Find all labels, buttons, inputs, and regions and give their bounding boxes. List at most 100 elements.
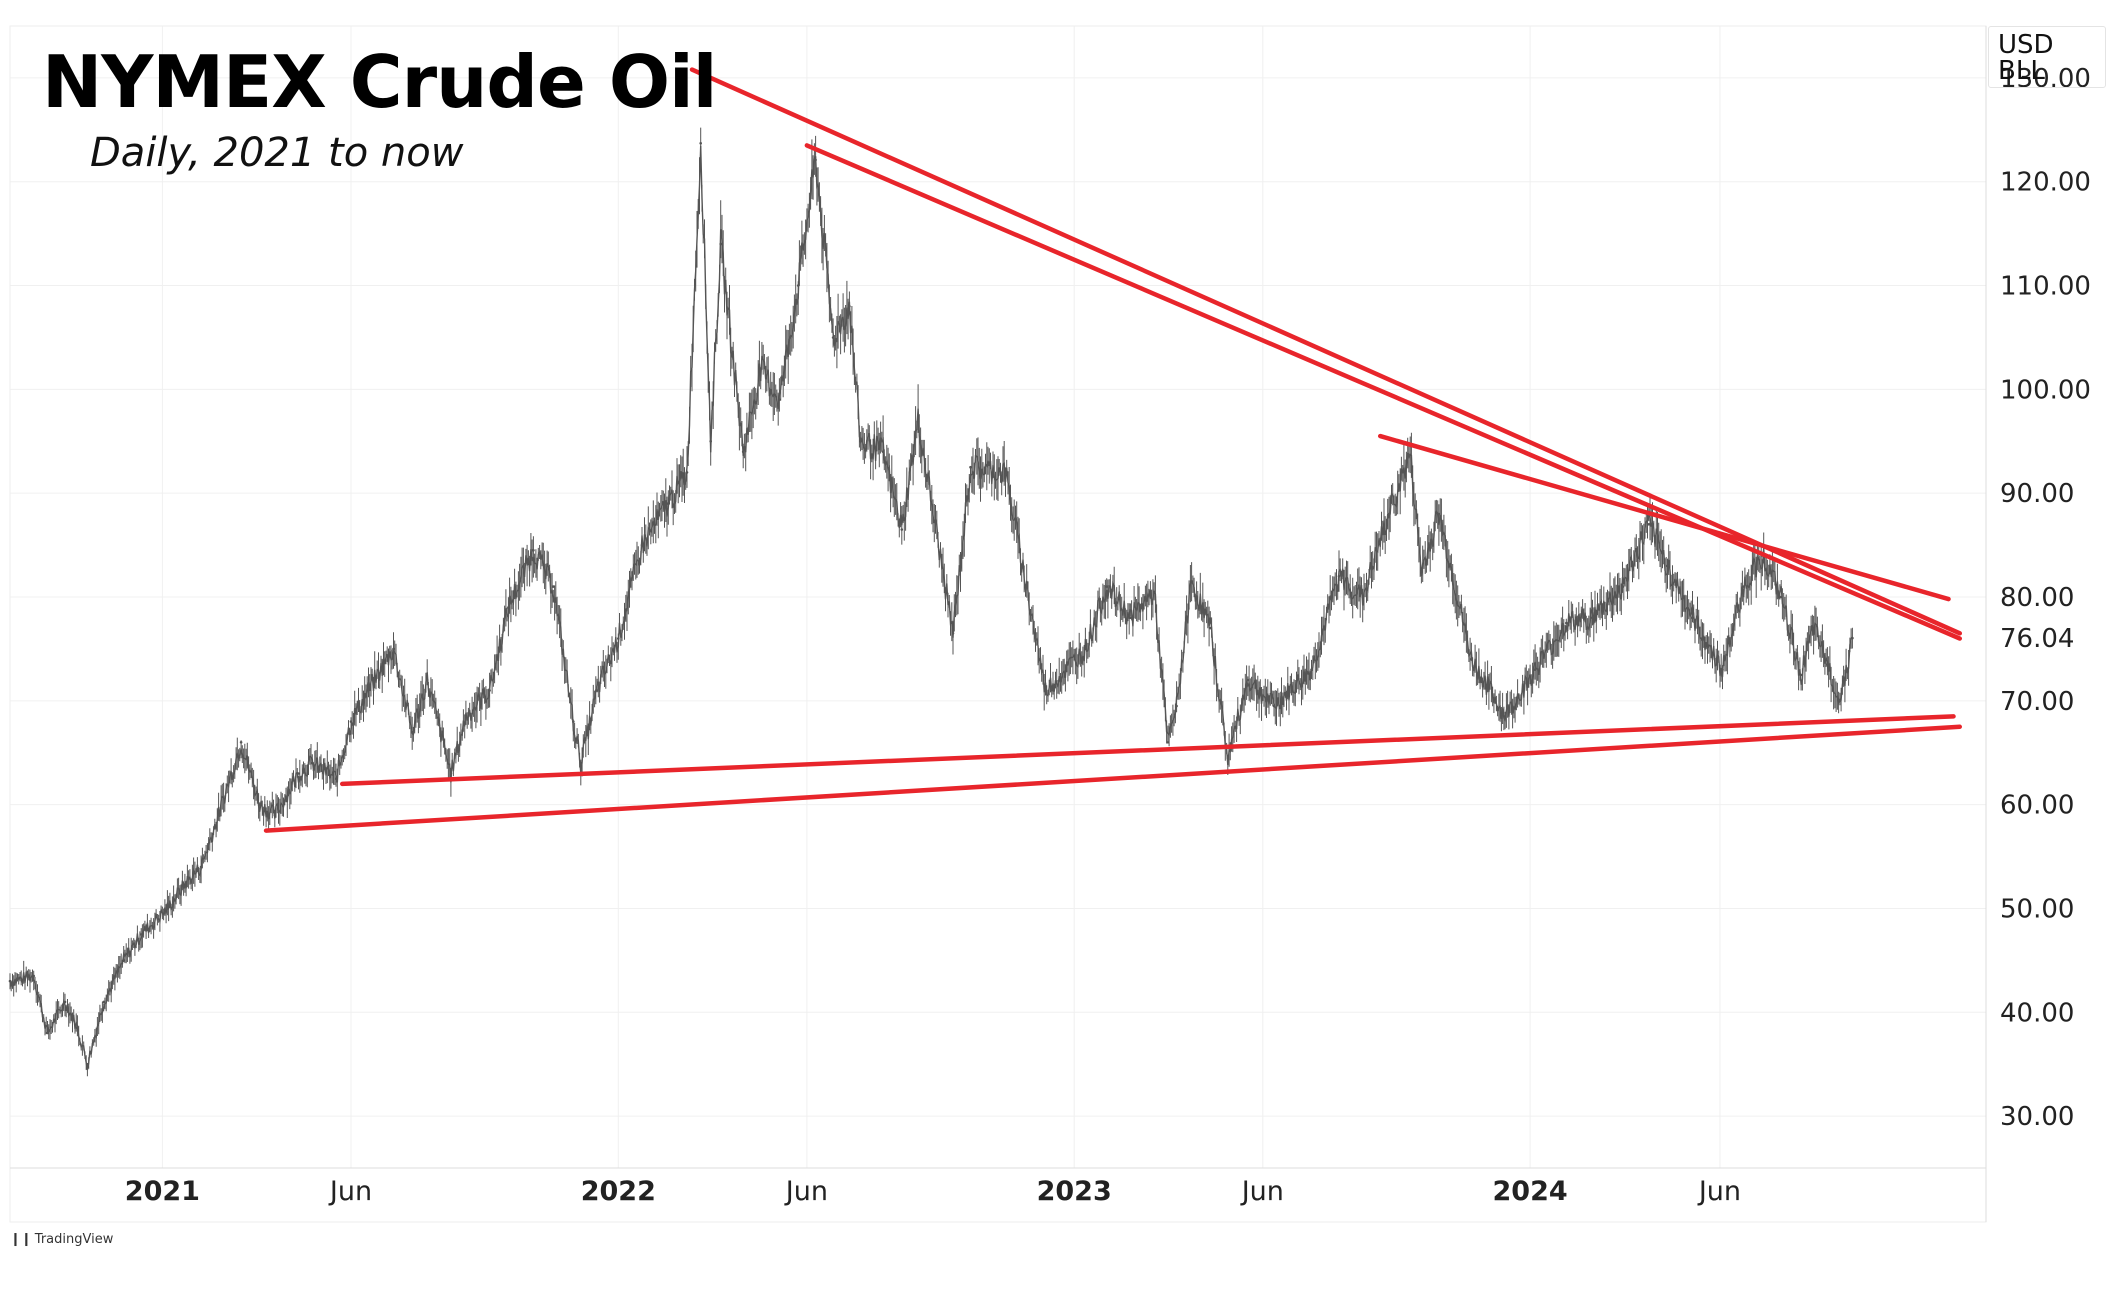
price-point xyxy=(699,142,702,145)
price-point xyxy=(709,440,712,443)
price-point xyxy=(1408,453,1412,457)
price-point xyxy=(916,419,920,422)
trendline-layer xyxy=(263,67,1963,833)
price-point xyxy=(488,689,491,692)
trendline[interactable] xyxy=(263,724,1963,833)
tradingview-brand: TradingView xyxy=(34,1232,114,1247)
price-point xyxy=(1152,590,1156,594)
price-point xyxy=(814,158,817,162)
price-point xyxy=(900,528,904,531)
trendline[interactable] xyxy=(339,714,1956,787)
price-point xyxy=(579,761,583,765)
price-point xyxy=(685,471,689,474)
price-point xyxy=(719,242,722,246)
price-point xyxy=(1721,668,1724,671)
price-point xyxy=(258,803,262,806)
price-point xyxy=(1565,621,1568,625)
price-series-layer xyxy=(8,127,1854,1077)
price-point xyxy=(1799,673,1803,677)
price-point xyxy=(1666,564,1669,568)
trendline[interactable] xyxy=(804,143,1963,641)
last-price-layer: 76.04 xyxy=(2000,624,2074,654)
price-point xyxy=(1691,616,1694,620)
grid xyxy=(10,26,1986,1168)
price-point xyxy=(1503,715,1507,718)
price-point xyxy=(8,979,12,983)
y-tick-label: 130.00 xyxy=(2000,64,2091,94)
price-point xyxy=(796,284,800,287)
x-tick-label: Jun xyxy=(1697,1176,1741,1207)
price-point xyxy=(552,585,555,588)
price-point xyxy=(449,772,453,775)
y-tick-label: 120.00 xyxy=(2000,168,2091,198)
price-point xyxy=(617,637,620,640)
price-point xyxy=(1175,704,1178,708)
price-point xyxy=(859,440,862,443)
price-point xyxy=(122,959,125,962)
price-point xyxy=(1246,678,1250,682)
price-point xyxy=(1826,663,1829,666)
x-tick-label: Jun xyxy=(1240,1176,1284,1207)
price-point xyxy=(1742,585,1745,588)
price-point xyxy=(1470,658,1473,661)
price-point xyxy=(349,720,353,723)
price-point xyxy=(969,465,972,469)
price-point xyxy=(373,678,377,682)
price-point xyxy=(1209,626,1212,630)
y-tick-label: 90.00 xyxy=(2000,479,2074,509)
x-tick-label: Jun xyxy=(784,1176,828,1207)
y-tick-label: 100.00 xyxy=(2000,375,2091,405)
price-point xyxy=(166,907,169,910)
price-point xyxy=(184,881,188,884)
trendline[interactable] xyxy=(1377,433,1951,602)
price-point xyxy=(778,398,781,402)
price-point xyxy=(1621,585,1624,588)
price-point xyxy=(759,367,762,370)
price-point xyxy=(1166,741,1170,744)
price-point xyxy=(1129,616,1132,620)
price-point xyxy=(572,720,575,723)
price-point xyxy=(1272,704,1276,708)
price-point xyxy=(1851,636,1854,640)
price-point xyxy=(1190,580,1193,583)
chart-subtitle: Daily, 2021 to now xyxy=(90,130,464,176)
price-point xyxy=(63,1000,67,1004)
y-tick-label: 70.00 xyxy=(2000,687,2074,717)
price-point xyxy=(464,715,468,718)
price-point xyxy=(1533,668,1537,671)
price-point xyxy=(239,741,243,744)
price-point xyxy=(1420,569,1423,573)
price-point xyxy=(334,777,338,780)
price-point xyxy=(392,647,395,651)
price-point xyxy=(1779,595,1783,599)
price-point xyxy=(595,689,599,692)
price-point xyxy=(311,761,314,765)
price-point xyxy=(32,974,35,978)
unit-measure-label: BLL xyxy=(1998,56,2045,86)
price-point xyxy=(1437,512,1441,516)
price-point xyxy=(507,606,510,609)
price-point xyxy=(1812,626,1815,630)
unit-box[interactable] xyxy=(1988,26,2106,88)
x-tick-label: 2022 xyxy=(581,1176,656,1207)
price-point xyxy=(881,450,885,454)
y-tick-label: 30.00 xyxy=(2000,1102,2074,1132)
price-wicks xyxy=(9,127,1853,1077)
price-point xyxy=(46,1031,49,1035)
tradingview-logo-icon: ❙❙ xyxy=(10,1232,32,1247)
price-point xyxy=(273,813,277,817)
x-tick-label: 2024 xyxy=(1493,1176,1568,1207)
currency-label: USD xyxy=(1998,30,2054,60)
price-point xyxy=(1310,668,1313,671)
price-point xyxy=(139,933,143,936)
price-point xyxy=(1361,595,1364,599)
price-point xyxy=(76,1026,79,1030)
watermark[interactable]: ❙❙ TradingView xyxy=(10,1232,113,1247)
chart-title: NYMEX Crude Oil xyxy=(42,40,717,124)
price-axis: 130.00 120.00 110.00 100.00 90.00 80.00 70.00 6… xyxy=(2000,64,2091,1132)
price-point xyxy=(1105,585,1108,588)
price-point xyxy=(1591,616,1594,620)
time-axis: 2021 Jun 2022 Jun 2023 Jun 2024 Jun xyxy=(125,1176,1741,1207)
price-point xyxy=(410,730,414,734)
